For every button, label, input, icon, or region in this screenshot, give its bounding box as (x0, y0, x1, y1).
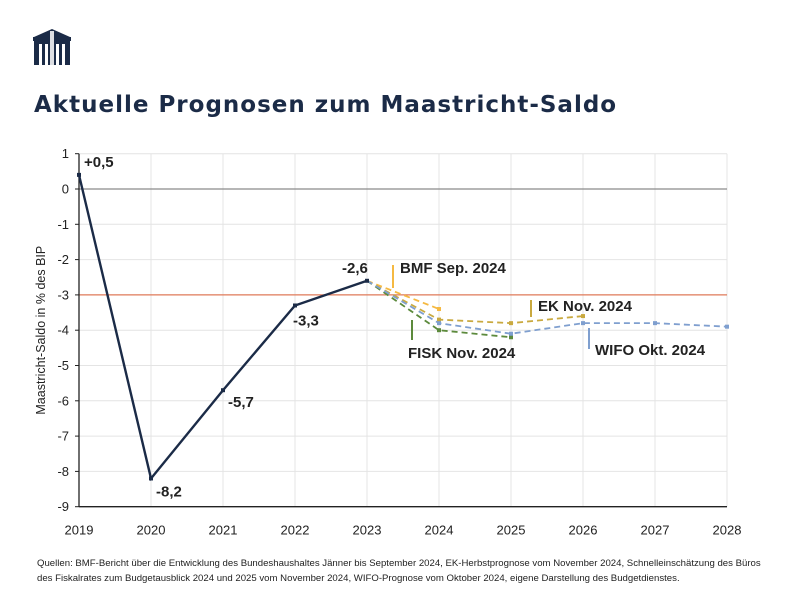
x-tick-label: 2028 (713, 523, 742, 538)
data-point (509, 331, 513, 336)
y-tick-label: -2 (57, 252, 69, 267)
x-tick-label: 2020 (137, 523, 166, 538)
x-tick-label: 2026 (569, 523, 598, 538)
x-tick-label: 2022 (281, 523, 310, 538)
data-label: -8,2 (156, 483, 182, 500)
x-tick-label: 2023 (353, 523, 382, 538)
page-title: Aktuelle Prognosen zum Maastricht-Saldo (34, 92, 618, 118)
data-label: -5,7 (228, 394, 254, 411)
data-point (437, 317, 441, 322)
data-point (581, 321, 585, 326)
y-tick-label: 1 (62, 146, 69, 161)
data-label: -2,6 (342, 260, 368, 277)
x-tick-label: 2019 (65, 523, 94, 538)
series-label: FISK Nov. 2024 (408, 345, 516, 362)
parliament-building-logo (33, 29, 71, 65)
data-point (437, 328, 441, 333)
data-point (653, 321, 657, 326)
y-tick-label: -9 (57, 499, 69, 514)
y-tick-label: -6 (57, 393, 69, 408)
y-tick-label: -8 (57, 464, 69, 479)
x-tick-label: 2024 (425, 523, 454, 538)
series-label: BMF Sep. 2024 (400, 260, 507, 277)
series-line-wifo (366, 280, 728, 335)
data-point (437, 321, 441, 326)
source-note: Quellen: BMF-Bericht über die Entwicklun… (37, 558, 761, 584)
series-label: EK Nov. 2024 (538, 298, 633, 315)
x-tick-label: 2021 (209, 523, 238, 538)
data-point (725, 324, 729, 329)
data-point (509, 335, 513, 340)
data-label: +0,5 (84, 154, 114, 171)
data-point (293, 303, 297, 308)
y-tick-label: -5 (57, 358, 69, 373)
data-point (581, 314, 585, 319)
data-point (149, 476, 153, 481)
y-tick-label: -1 (57, 217, 69, 232)
y-tick-label: 0 (62, 182, 69, 197)
y-tick-label: -4 (57, 323, 69, 338)
data-point (365, 278, 369, 283)
data-point (221, 388, 225, 393)
y-tick-label: -7 (57, 429, 69, 444)
data-label: -3,3 (293, 312, 319, 329)
chart: 1 0 -1 -2 -3 -4 -5 -6 -7 -8 -9 2019 2020 2021 2022 2023… (34, 146, 742, 538)
x-tick-label: 2027 (641, 523, 670, 538)
y-axis-label: Maastricht-Saldo in % des BIP (34, 246, 48, 415)
series-line-fisk (366, 280, 512, 339)
series-line-ek (366, 279, 584, 325)
data-point (437, 307, 441, 312)
x-tick-label: 2025 (497, 523, 526, 538)
series-label: WIFO Okt. 2024 (595, 342, 706, 359)
y-tick-label: -3 (57, 287, 69, 302)
data-point (509, 321, 513, 326)
series-line-bmf (366, 279, 440, 310)
data-point (77, 172, 81, 177)
